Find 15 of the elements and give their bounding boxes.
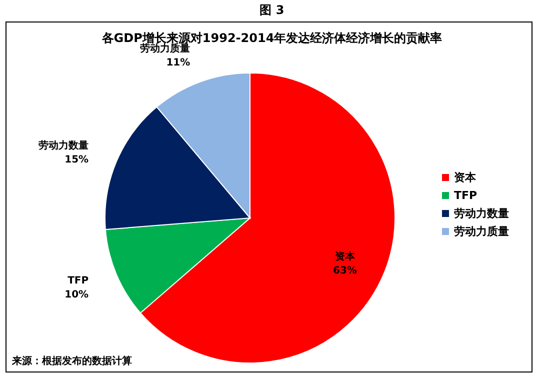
slice-label: 劳动力质量 bbox=[140, 42, 190, 55]
legend-label: TFP bbox=[454, 189, 478, 202]
legend-label: 劳动力数量 bbox=[454, 207, 509, 220]
chart-title: 各GDP增长来源对1992-2014年发达经济体经济增长的贡献率 bbox=[100, 31, 442, 45]
data-label: 63% bbox=[332, 265, 357, 276]
data-label: 11% bbox=[166, 58, 190, 69]
legend-label: 劳动力质量 bbox=[454, 225, 509, 238]
legend-label: 资本 bbox=[454, 171, 477, 184]
slice-label: TFP bbox=[68, 276, 89, 287]
caption: 图 3 bbox=[260, 3, 284, 17]
data-label: 10% bbox=[64, 290, 89, 301]
slice-label: 资本 bbox=[334, 250, 356, 262]
source-note: 来源：根据发布的数据计算 bbox=[11, 355, 132, 367]
data-label: 15% bbox=[64, 154, 89, 166]
slice-label: 劳动力数量 bbox=[38, 139, 89, 152]
